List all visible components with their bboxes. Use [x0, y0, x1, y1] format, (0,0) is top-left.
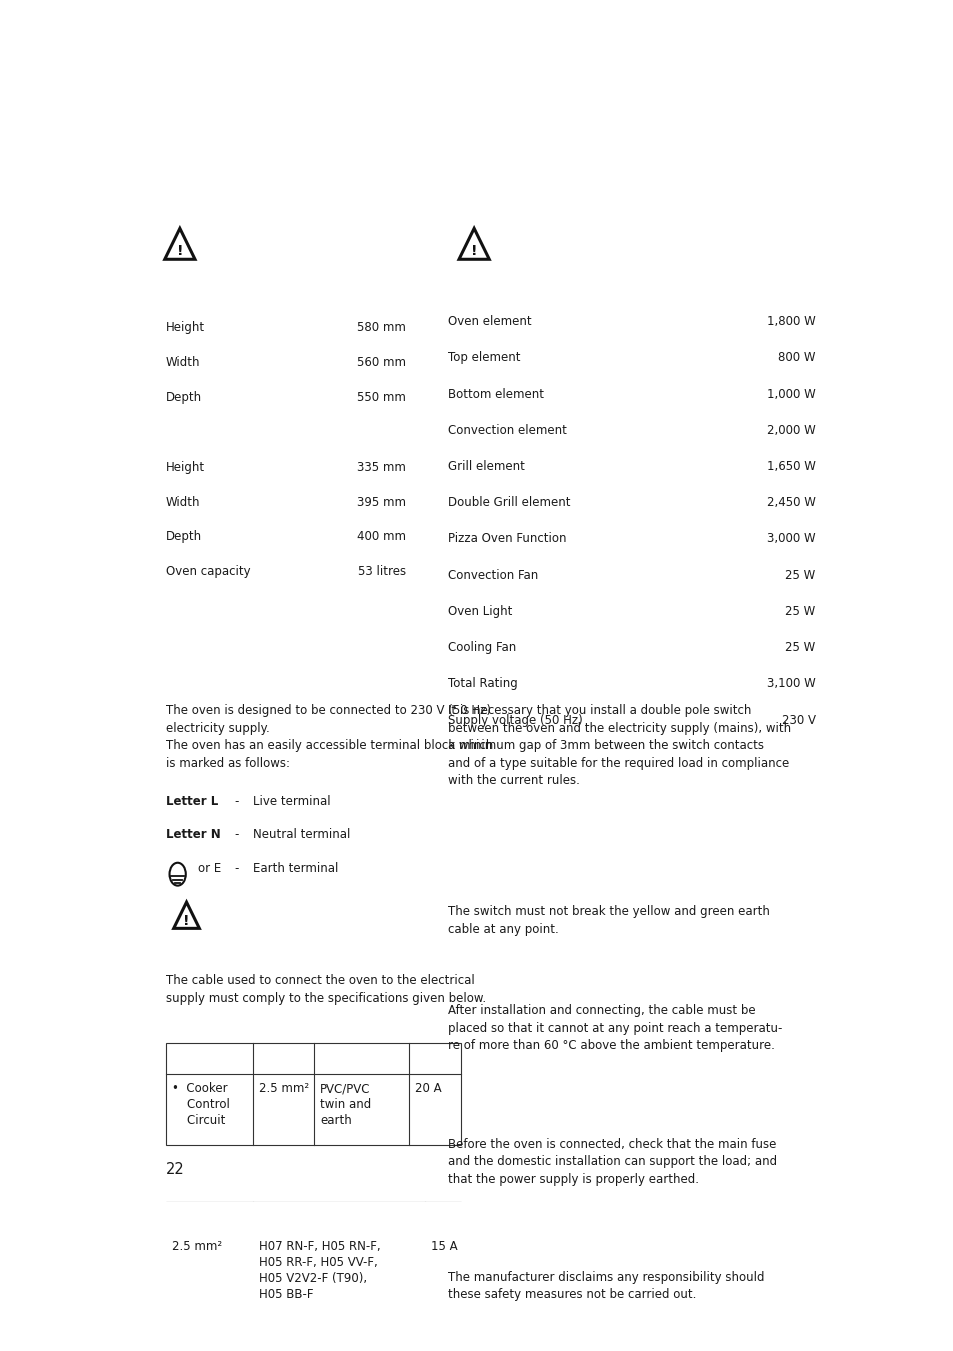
Text: 25 W: 25 W [784, 569, 815, 582]
Text: 2,000 W: 2,000 W [766, 424, 815, 436]
Text: Convection Fan: Convection Fan [448, 569, 537, 582]
Text: -: - [234, 862, 238, 874]
Text: Neutral terminal: Neutral terminal [253, 828, 350, 842]
Text: !: ! [176, 245, 183, 258]
Text: The cable used to connect the oven to the electrical
supply must comply to the s: The cable used to connect the oven to th… [166, 974, 485, 1005]
Text: Oven Light: Oven Light [448, 605, 512, 617]
Text: 22: 22 [166, 1162, 184, 1178]
Text: 335 mm: 335 mm [356, 461, 406, 474]
Text: Earth terminal: Earth terminal [253, 862, 338, 874]
Text: PVC/PVC
twin and
earth: PVC/PVC twin and earth [320, 1082, 372, 1128]
Text: Depth: Depth [166, 390, 202, 404]
Text: 15 A: 15 A [430, 1240, 456, 1252]
Text: It is necessary that you install a double pole switch
between the oven and the e: It is necessary that you install a doubl… [448, 704, 791, 788]
Text: 2.5 mm²: 2.5 mm² [258, 1082, 309, 1096]
Text: -: - [234, 828, 238, 842]
Text: 580 mm: 580 mm [356, 322, 406, 334]
Bar [166, 1043, 460, 1144]
Text: 1,650 W: 1,650 W [766, 459, 815, 473]
Text: Depth: Depth [166, 530, 202, 543]
Text: 53 litres: 53 litres [357, 565, 406, 578]
Text: Cooling Fan: Cooling Fan [448, 642, 516, 654]
Text: The oven is designed to be connected to 230 V (50 Hz)
electricity supply.
The ov: The oven is designed to be connected to … [166, 704, 493, 770]
Text: 25 W: 25 W [784, 605, 815, 617]
Text: Live terminal: Live terminal [253, 794, 331, 808]
Text: 3,100 W: 3,100 W [766, 677, 815, 690]
Text: Letter N: Letter N [166, 828, 220, 842]
Text: 1,800 W: 1,800 W [766, 315, 815, 328]
Text: Top element: Top element [448, 351, 520, 365]
Bar [166, 1202, 460, 1320]
Text: Double Grill element: Double Grill element [448, 496, 570, 509]
Text: !: ! [471, 245, 476, 258]
Text: 230 V: 230 V [781, 713, 815, 727]
Text: Total Rating: Total Rating [448, 677, 517, 690]
Text: 3,000 W: 3,000 W [766, 532, 815, 546]
Text: Letter L: Letter L [166, 794, 218, 808]
Text: Width: Width [166, 355, 200, 369]
Text: After installation and connecting, the cable must be
placed so that it cannot at: After installation and connecting, the c… [448, 1005, 781, 1052]
Text: 20 A: 20 A [415, 1082, 441, 1096]
Text: 800 W: 800 W [778, 351, 815, 365]
Text: H07 RN-F, H05 RN-F,
H05 RR-F, H05 VV-F,
H05 V2V2-F (T90),
H05 BB-F: H07 RN-F, H05 RN-F, H05 RR-F, H05 VV-F, … [258, 1240, 380, 1301]
Text: Height: Height [166, 461, 205, 474]
Text: Before the oven is connected, check that the main fuse
and the domestic installa: Before the oven is connected, check that… [448, 1138, 777, 1186]
Text: 550 mm: 550 mm [356, 390, 406, 404]
Text: Convection element: Convection element [448, 424, 566, 436]
Text: Grill element: Grill element [448, 459, 524, 473]
Text: 2,450 W: 2,450 W [766, 496, 815, 509]
Text: 400 mm: 400 mm [356, 530, 406, 543]
Text: 560 mm: 560 mm [356, 355, 406, 369]
Text: Supply voltage (50 Hz): Supply voltage (50 Hz) [448, 713, 582, 727]
Text: or E: or E [198, 862, 221, 874]
Text: 2.5 mm²: 2.5 mm² [172, 1240, 222, 1252]
Text: The manufacturer disclaims any responsibility should
these safety measures not b: The manufacturer disclaims any responsib… [448, 1271, 764, 1301]
Text: •  Cooker
    Control
    Circuit: • Cooker Control Circuit [172, 1082, 230, 1128]
Text: 25 W: 25 W [784, 642, 815, 654]
Text: !: ! [183, 915, 190, 928]
Text: Bottom element: Bottom element [448, 388, 544, 400]
Text: -: - [234, 794, 238, 808]
Text: Width: Width [166, 496, 200, 508]
Text: Oven element: Oven element [448, 315, 532, 328]
Text: The switch must not break the yellow and green earth
cable at any point.: The switch must not break the yellow and… [448, 905, 769, 936]
Text: Height: Height [166, 322, 205, 334]
Text: 1,000 W: 1,000 W [766, 388, 815, 400]
Text: 395 mm: 395 mm [356, 496, 406, 508]
Text: Oven capacity: Oven capacity [166, 565, 251, 578]
Text: Pizza Oven Function: Pizza Oven Function [448, 532, 566, 546]
